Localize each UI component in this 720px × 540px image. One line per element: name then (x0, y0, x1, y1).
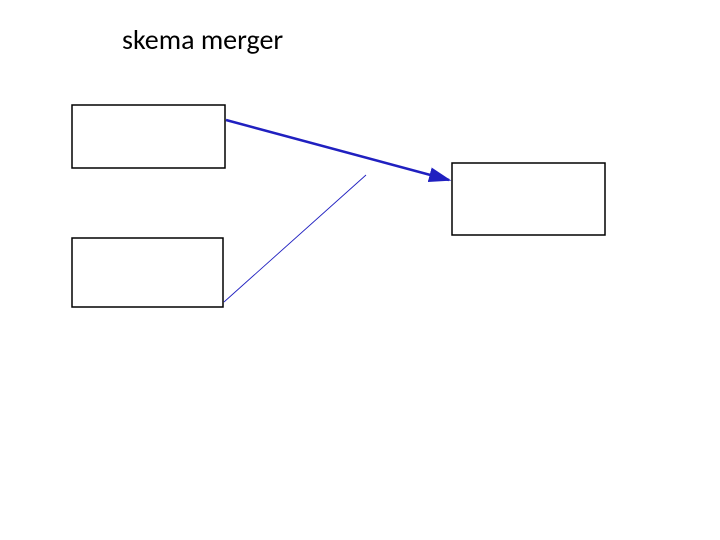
node-box1 (72, 105, 225, 168)
merger-diagram (0, 0, 720, 540)
node-box3 (452, 163, 605, 235)
edge-line_bottom (224, 175, 366, 302)
node-box2 (72, 238, 223, 307)
edge-arrow_top (226, 120, 449, 180)
